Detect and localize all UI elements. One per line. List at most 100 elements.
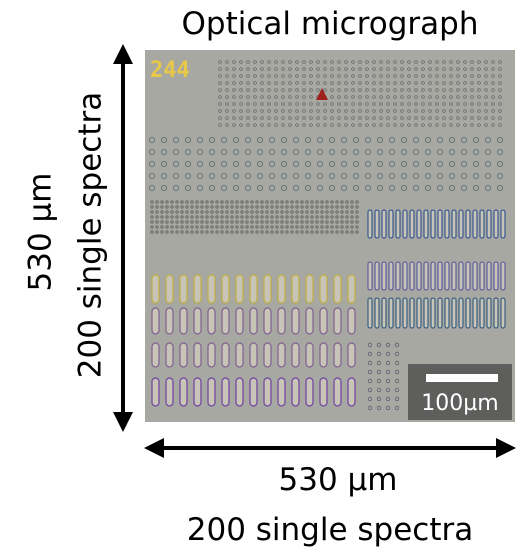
feature-pill: [152, 275, 159, 303]
feature-pill: [264, 378, 271, 406]
feature-pill: [473, 210, 477, 238]
feature-pill: [403, 298, 407, 328]
feature-pill: [480, 298, 484, 328]
feature-pill: [348, 378, 355, 406]
feature-pill: [166, 275, 173, 303]
feature-pill: [306, 308, 313, 334]
feature-pill: [445, 210, 449, 238]
feature-pill: [431, 298, 435, 328]
feature-pill: [236, 343, 243, 367]
feature-pill: [334, 378, 341, 406]
title: Optical micrograph: [182, 6, 479, 42]
feature-pill: [292, 308, 299, 334]
feature-pill: [375, 262, 379, 290]
feature-pill: [194, 275, 201, 303]
feature-pill: [466, 262, 470, 290]
feature-pill: [452, 210, 456, 238]
feature-pill: [306, 343, 313, 367]
feature-pill: [236, 308, 243, 334]
feature-pill: [320, 378, 327, 406]
feature-pill: [445, 298, 449, 328]
feature-pill: [152, 308, 159, 334]
feature-pill: [452, 298, 456, 328]
feature-pill: [459, 262, 463, 290]
feature-pill: [410, 298, 414, 328]
feature-pill: [278, 275, 285, 303]
feature-pill: [431, 210, 435, 238]
feature-pill: [438, 210, 442, 238]
feature-pill: [222, 275, 229, 303]
feature-pill: [208, 308, 215, 334]
feature-pill: [292, 275, 299, 303]
feature-pill: [494, 210, 498, 238]
feature-pill: [334, 308, 341, 334]
feature-pill: [501, 298, 505, 328]
feature-pill: [180, 378, 187, 406]
feature-pill: [222, 343, 229, 367]
feature-pill: [334, 275, 341, 303]
feature-pill: [438, 298, 442, 328]
feature-pill: [208, 275, 215, 303]
figure: Optical micrograph 244 100µm 530 µm 200 …: [0, 0, 520, 552]
feature-pill: [396, 262, 400, 290]
feature-pill: [348, 343, 355, 367]
feature-pill: [194, 308, 201, 334]
feature-pill: [222, 378, 229, 406]
feature-pill: [208, 378, 215, 406]
scale-bar: [426, 374, 498, 382]
feature-pill: [389, 210, 393, 238]
feature-pill: [222, 308, 229, 334]
feature-pill: [452, 262, 456, 290]
feature-pill: [368, 210, 372, 238]
feature-pill: [424, 298, 428, 328]
feature-pill: [306, 378, 313, 406]
feature-pill: [389, 298, 393, 328]
feature-pill: [278, 308, 285, 334]
feature-pill: [320, 308, 327, 334]
feature-pill: [410, 210, 414, 238]
feature-pill: [382, 298, 386, 328]
scale-bar-label: 100µm: [421, 391, 498, 416]
feature-pill: [194, 378, 201, 406]
feature-pill: [250, 275, 257, 303]
feature-pill: [494, 262, 498, 290]
feature-pill: [424, 210, 428, 238]
feature-pill: [292, 378, 299, 406]
feature-pill: [368, 298, 372, 328]
feature-pill: [501, 210, 505, 238]
feature-pill: [501, 262, 505, 290]
feature-pill: [396, 298, 400, 328]
feature-pill: [166, 308, 173, 334]
feature-pill: [334, 343, 341, 367]
feature-pill: [410, 262, 414, 290]
feature-pill: [180, 275, 187, 303]
feature-pill: [292, 343, 299, 367]
feature-pill: [264, 343, 271, 367]
feature-pill: [417, 262, 421, 290]
feature-pill: [466, 298, 470, 328]
feature-pill: [424, 262, 428, 290]
feature-pill: [180, 343, 187, 367]
feature-pill: [480, 262, 484, 290]
feature-pill: [250, 343, 257, 367]
feature-pill: [306, 275, 313, 303]
feature-pill: [417, 210, 421, 238]
feature-pill: [152, 378, 159, 406]
left-spectra: 200 single spectra: [73, 92, 109, 379]
feature-pill: [473, 262, 477, 290]
feature-pill: [438, 262, 442, 290]
feature-pill: [403, 262, 407, 290]
feature-pill: [396, 210, 400, 238]
feature-pill: [278, 378, 285, 406]
feature-pill: [320, 343, 327, 367]
feature-pill: [494, 298, 498, 328]
feature-pill: [473, 298, 477, 328]
feature-pill: [459, 210, 463, 238]
feature-pill: [466, 210, 470, 238]
feature-pill: [180, 308, 187, 334]
feature-pill: [487, 262, 491, 290]
feature-pill: [236, 378, 243, 406]
feature-pill: [480, 210, 484, 238]
bottom-spectra: 200 single spectra: [187, 512, 474, 548]
feature-pill: [445, 262, 449, 290]
